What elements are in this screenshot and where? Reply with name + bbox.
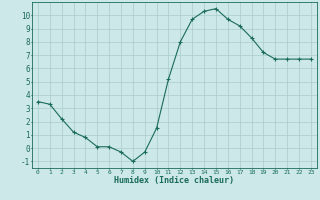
- X-axis label: Humidex (Indice chaleur): Humidex (Indice chaleur): [115, 176, 234, 185]
